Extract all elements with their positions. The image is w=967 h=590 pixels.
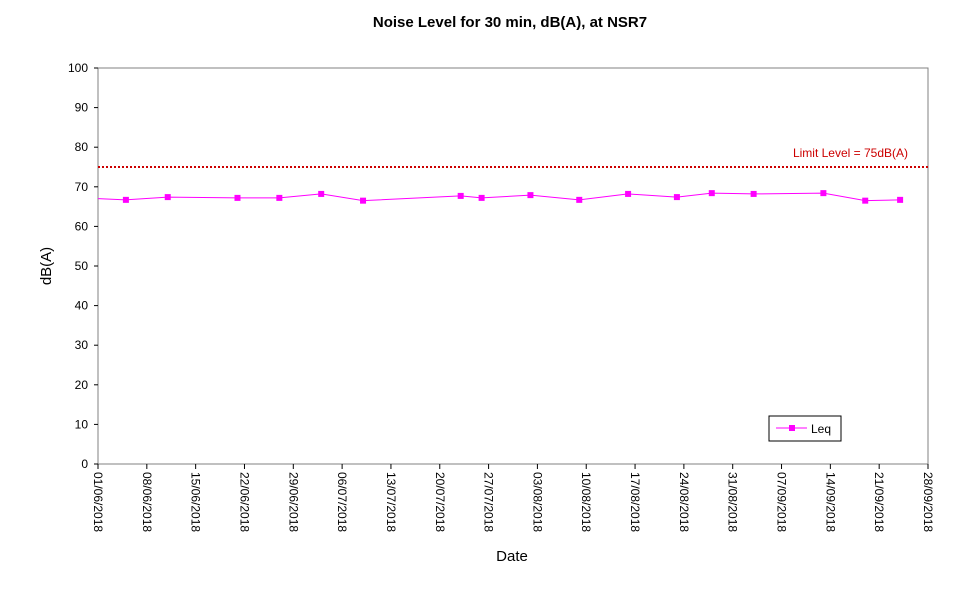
series-leq	[97, 190, 904, 204]
data-point	[318, 190, 325, 197]
chart-title: Noise Level for 30 min, dB(A), at NSR7	[373, 14, 647, 31]
y-tick-label: 70	[75, 180, 89, 194]
data-point	[625, 190, 632, 197]
data-point	[750, 190, 757, 197]
x-tick-label: 27/07/2018	[482, 472, 496, 532]
data-point	[820, 190, 827, 197]
series-line-leq	[97, 192, 901, 202]
data-point	[276, 194, 283, 201]
data-point	[234, 194, 241, 201]
x-tick-label: 22/06/2018	[237, 472, 251, 532]
x-axis: 01/06/2018 08/06/2018 15/06/2018 22/06/2018…	[91, 464, 935, 532]
y-tick-label: 30	[75, 338, 89, 352]
x-tick-label: 01/06/2018	[91, 472, 105, 532]
data-point	[527, 192, 534, 199]
limit-label: Limit Level = 75dB(A)	[793, 146, 908, 160]
x-tick-label: 06/07/2018	[335, 472, 349, 532]
x-tick-label: 07/09/2018	[775, 472, 789, 532]
data-point	[708, 190, 715, 197]
data-point	[164, 194, 171, 201]
data-point	[478, 194, 485, 201]
y-tick-label: 60	[75, 219, 89, 233]
x-tick-label: 29/06/2018	[286, 472, 300, 532]
data-point	[457, 192, 464, 199]
x-tick-label: 14/09/2018	[823, 472, 837, 532]
data-point	[673, 194, 680, 201]
x-tick-label: 17/08/2018	[628, 472, 642, 532]
x-tick-label: 08/06/2018	[140, 472, 154, 532]
x-tick-label: 21/09/2018	[872, 472, 886, 532]
x-tick-label: 24/08/2018	[677, 472, 691, 532]
data-point	[360, 197, 367, 204]
x-tick-label: 31/08/2018	[726, 472, 740, 532]
y-tick-label: 10	[75, 417, 89, 431]
data-point	[576, 196, 583, 203]
y-tick-label: 80	[75, 140, 89, 154]
y-tick-label: 90	[75, 101, 89, 115]
y-tick-label: 40	[75, 299, 89, 313]
plot-area	[97, 67, 929, 465]
x-axis-title: Date	[496, 548, 528, 565]
data-point	[862, 197, 869, 204]
y-tick-label: 20	[75, 378, 89, 392]
y-tick-label: 0	[81, 457, 88, 471]
data-point	[122, 196, 129, 203]
legend: Leq	[768, 415, 842, 442]
x-tick-label: 03/08/2018	[530, 472, 544, 532]
x-tick-label: 13/07/2018	[384, 472, 398, 532]
x-tick-label: 15/06/2018	[189, 472, 203, 532]
legend-label-leq: Leq	[811, 422, 831, 436]
y-tick-label: 100	[68, 61, 88, 75]
y-axis: 0 10 20 30 40 50 60 70 80 90 100	[68, 61, 98, 471]
x-tick-label: 28/09/2018	[921, 472, 935, 532]
data-point	[897, 196, 904, 203]
x-tick-label: 20/07/2018	[433, 472, 447, 532]
legend-marker	[789, 425, 795, 431]
y-axis-title: dB(A)	[38, 247, 55, 285]
x-tick-label: 10/08/2018	[579, 472, 593, 532]
y-tick-label: 50	[75, 259, 89, 273]
